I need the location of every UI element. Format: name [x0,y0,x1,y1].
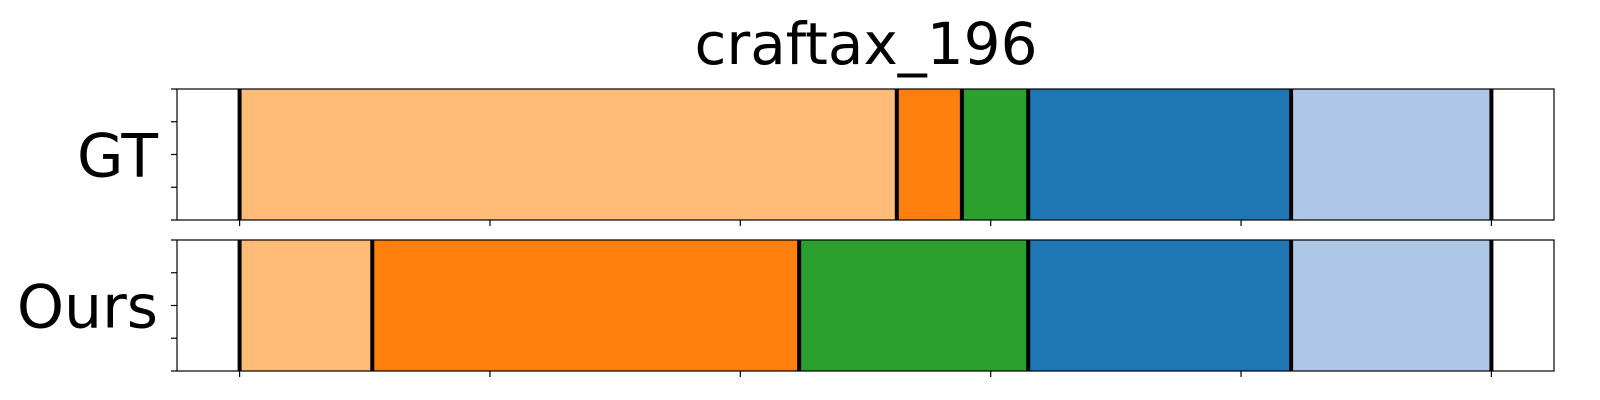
segment-gt-1 [896,89,962,220]
segment-gt-4 [1291,89,1492,220]
segment-gt-0 [239,89,897,220]
row-label-ours: Ours [17,273,158,343]
segment-ours-3 [1028,240,1292,371]
segment-ours-2 [799,240,1029,371]
segment-gt-2 [961,89,1029,220]
segment-ours-0 [239,240,373,371]
segment-gt-3 [1028,89,1292,220]
chart-title: craftax_196 [695,10,1038,78]
segment-ours-4 [1291,240,1492,371]
row-label-gt: GT [77,122,158,192]
chart-rows: GT Ours [17,88,1555,377]
segment-ours-1 [372,240,800,371]
